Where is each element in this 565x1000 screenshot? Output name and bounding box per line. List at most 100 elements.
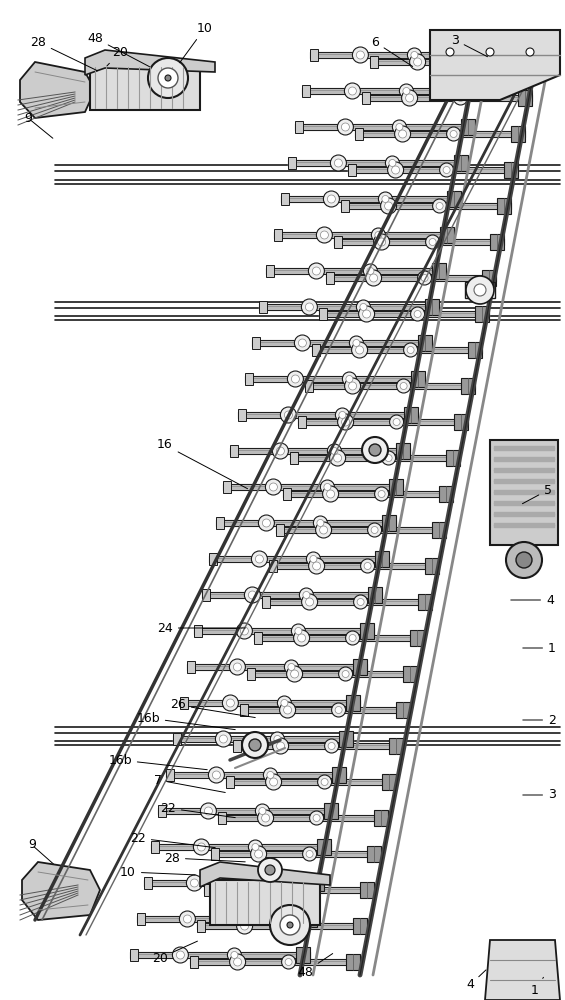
Bar — [158, 805, 166, 817]
Polygon shape — [430, 30, 560, 100]
Circle shape — [312, 562, 320, 570]
Circle shape — [294, 335, 310, 351]
Circle shape — [265, 865, 275, 875]
Bar — [90, 65, 200, 110]
Circle shape — [320, 231, 328, 239]
Circle shape — [393, 418, 400, 426]
Bar — [276, 524, 284, 536]
Circle shape — [292, 624, 306, 638]
Bar — [353, 918, 367, 934]
Bar — [288, 157, 296, 169]
Circle shape — [368, 523, 381, 537]
Text: 48: 48 — [297, 954, 333, 978]
Circle shape — [327, 444, 341, 458]
Circle shape — [180, 911, 195, 927]
Circle shape — [353, 47, 368, 63]
Circle shape — [274, 736, 281, 742]
Bar — [317, 839, 331, 855]
Circle shape — [325, 739, 338, 753]
Text: 26: 26 — [170, 698, 255, 718]
Circle shape — [363, 264, 377, 278]
Circle shape — [446, 127, 460, 141]
Circle shape — [292, 375, 299, 383]
Circle shape — [382, 196, 389, 202]
Circle shape — [342, 418, 350, 426]
Circle shape — [397, 379, 411, 393]
Circle shape — [229, 659, 245, 675]
Bar — [204, 884, 212, 896]
Circle shape — [266, 479, 281, 495]
Circle shape — [255, 804, 270, 818]
Polygon shape — [85, 50, 215, 75]
Circle shape — [355, 346, 364, 354]
Polygon shape — [200, 862, 330, 887]
Bar — [389, 738, 403, 754]
Bar — [173, 733, 181, 745]
Circle shape — [425, 235, 440, 249]
Bar — [144, 877, 152, 889]
Circle shape — [341, 123, 349, 131]
Circle shape — [351, 342, 368, 358]
Circle shape — [328, 742, 335, 750]
Bar — [130, 949, 138, 961]
Bar — [324, 803, 338, 819]
Circle shape — [392, 166, 399, 174]
Bar — [312, 344, 320, 356]
Bar — [360, 882, 374, 898]
Bar — [511, 126, 525, 142]
Circle shape — [276, 447, 284, 455]
Text: 10: 10 — [180, 21, 213, 63]
Circle shape — [212, 771, 220, 779]
Circle shape — [331, 155, 346, 171]
Circle shape — [321, 778, 328, 786]
Circle shape — [197, 843, 206, 851]
Text: 6: 6 — [371, 35, 412, 66]
Circle shape — [371, 526, 378, 534]
Circle shape — [227, 948, 241, 962]
Bar — [334, 236, 342, 248]
Circle shape — [298, 634, 306, 642]
Bar — [439, 486, 453, 502]
Bar — [396, 443, 410, 459]
Circle shape — [335, 706, 342, 714]
Circle shape — [320, 480, 334, 494]
Bar — [302, 85, 310, 97]
Circle shape — [190, 879, 198, 887]
Bar — [418, 335, 432, 351]
Circle shape — [465, 58, 472, 66]
Bar — [374, 810, 388, 826]
Circle shape — [299, 886, 306, 894]
Bar — [310, 49, 318, 61]
Circle shape — [367, 267, 374, 274]
Text: 28: 28 — [30, 35, 98, 71]
Circle shape — [389, 159, 396, 166]
Bar — [475, 306, 489, 322]
Circle shape — [310, 556, 317, 562]
Bar — [259, 301, 267, 313]
Bar — [326, 272, 334, 284]
Circle shape — [342, 670, 349, 678]
Circle shape — [446, 48, 454, 56]
Circle shape — [462, 55, 476, 69]
Circle shape — [457, 95, 464, 102]
Bar — [296, 947, 310, 963]
Text: 9: 9 — [24, 111, 32, 124]
Circle shape — [280, 702, 295, 718]
Circle shape — [324, 484, 331, 490]
Bar — [360, 623, 374, 639]
Circle shape — [249, 739, 261, 751]
Circle shape — [332, 703, 346, 717]
Circle shape — [262, 814, 270, 822]
Text: 4: 4 — [466, 970, 486, 992]
Text: 1: 1 — [531, 977, 544, 996]
Circle shape — [360, 559, 375, 573]
Bar — [247, 668, 255, 680]
Circle shape — [158, 68, 178, 88]
Text: 28: 28 — [164, 852, 245, 864]
Circle shape — [364, 562, 371, 570]
Circle shape — [336, 408, 349, 422]
Bar — [504, 162, 518, 178]
Circle shape — [327, 490, 334, 498]
Bar — [137, 913, 145, 925]
Circle shape — [390, 415, 403, 429]
